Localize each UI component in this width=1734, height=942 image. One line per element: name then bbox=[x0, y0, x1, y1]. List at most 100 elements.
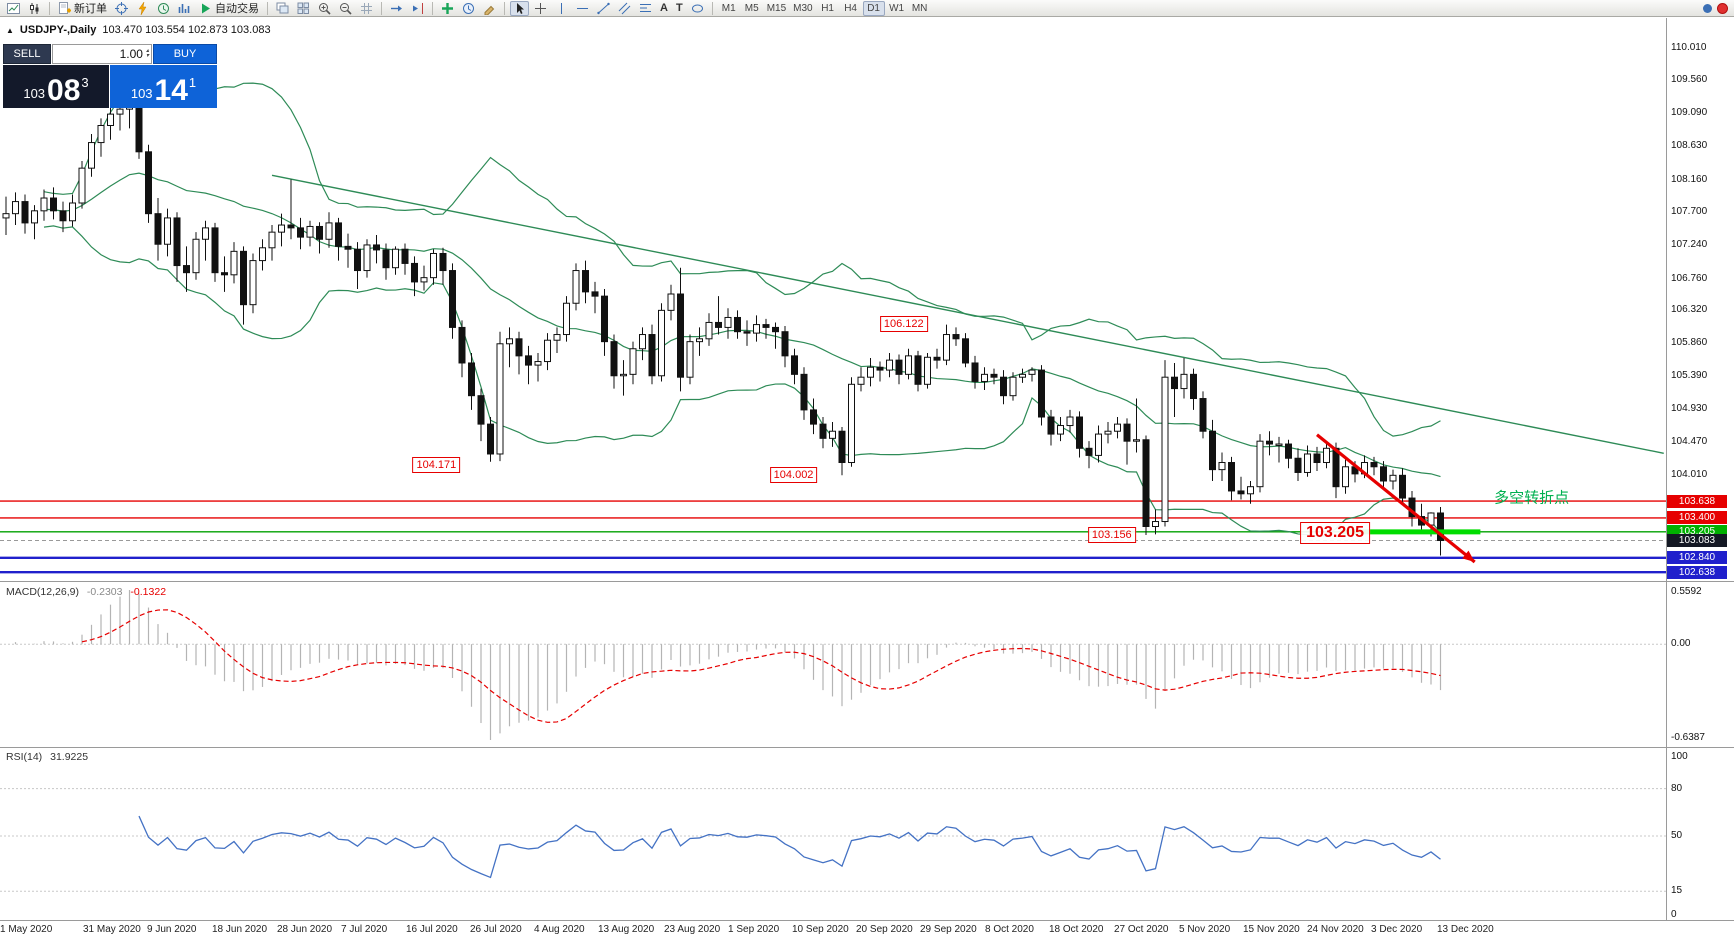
candle-body bbox=[1209, 430, 1216, 471]
zoom-out-button[interactable] bbox=[336, 1, 355, 16]
panel-separator[interactable] bbox=[0, 747, 1734, 748]
templates-button[interactable] bbox=[480, 1, 499, 16]
chart-shift-button[interactable] bbox=[408, 1, 427, 16]
candle-body bbox=[382, 249, 390, 269]
candle-body bbox=[1323, 447, 1330, 464]
new-order-button[interactable]: 新订单 bbox=[55, 1, 110, 16]
timeframe-w1[interactable]: W1 bbox=[886, 1, 908, 16]
autotrade-button[interactable]: 自动交易 bbox=[196, 1, 262, 16]
sell-price[interactable]: 103 08 3 bbox=[3, 65, 109, 108]
crosshair-window-button[interactable] bbox=[112, 1, 131, 16]
candle-body bbox=[40, 197, 48, 212]
candle-body bbox=[1285, 443, 1292, 459]
rsi-panel[interactable] bbox=[0, 748, 1666, 920]
indicators-button[interactable] bbox=[438, 1, 457, 16]
timeframe-d1[interactable]: D1 bbox=[862, 0, 885, 16]
expand-arrow-icon[interactable]: ▲ bbox=[6, 25, 14, 35]
price-callout[interactable]: 106.122 bbox=[879, 315, 928, 332]
candle-body bbox=[164, 217, 171, 245]
macd-axis-label: -0.6387 bbox=[1671, 732, 1705, 743]
price-callout[interactable]: 104.002 bbox=[769, 467, 818, 484]
macd-panel[interactable] bbox=[0, 583, 1666, 747]
crosshair-tool-button[interactable] bbox=[531, 1, 550, 16]
history-clock-icon bbox=[158, 2, 169, 14]
volume-input[interactable]: 1.00 ▴ ▾ bbox=[52, 44, 152, 64]
candle-body bbox=[639, 334, 646, 350]
candle-body bbox=[1218, 462, 1226, 471]
timeframe-h4[interactable]: H4 bbox=[840, 1, 862, 16]
shapes-tool-button[interactable] bbox=[688, 1, 707, 16]
panel-separator[interactable] bbox=[0, 581, 1734, 582]
candle-body bbox=[1019, 373, 1026, 378]
price-tag: 102.840 bbox=[1667, 551, 1727, 565]
price-tag: 102.638 bbox=[1667, 565, 1727, 579]
notification-icon[interactable] bbox=[1717, 2, 1728, 14]
date-label: 27 Oct 2020 bbox=[1114, 924, 1169, 935]
trend-arrow[interactable] bbox=[1315, 433, 1476, 564]
cascade-windows-button[interactable] bbox=[273, 1, 292, 16]
candle-body bbox=[1066, 416, 1074, 427]
auto-scroll-button[interactable] bbox=[387, 1, 406, 16]
candle-body bbox=[297, 227, 304, 238]
cursor-tool-button[interactable] bbox=[510, 0, 529, 16]
buy-price[interactable]: 103 14 1 bbox=[110, 65, 217, 108]
candle-body bbox=[325, 222, 333, 240]
candle-body bbox=[544, 339, 551, 363]
candle-body bbox=[240, 250, 247, 306]
chart-annotation[interactable]: 多空转折点 bbox=[1494, 489, 1570, 507]
price-chart[interactable] bbox=[0, 18, 1666, 581]
trendline-tool-button[interactable] bbox=[594, 1, 613, 16]
fibonacci-tool-button[interactable] bbox=[636, 1, 655, 16]
candle-body bbox=[1313, 453, 1321, 464]
zoom-in-icon bbox=[319, 2, 331, 15]
candle-body bbox=[1256, 440, 1264, 488]
candle-body bbox=[249, 260, 257, 306]
quick-trade-button[interactable] bbox=[133, 1, 152, 16]
horizontal-line-tool-button[interactable] bbox=[573, 1, 592, 16]
one-click-trading-panel: SELL 1.00 ▴ ▾ BUY 103 08 3 103 14 1 bbox=[3, 44, 217, 108]
timeframe-m5[interactable]: M5 bbox=[741, 1, 763, 16]
buy-price-prefix: 103 bbox=[130, 86, 153, 101]
zoom-in-button[interactable] bbox=[315, 1, 334, 16]
price-callout[interactable]: 103.156 bbox=[1087, 527, 1136, 544]
candle-body bbox=[363, 244, 371, 272]
history-button[interactable] bbox=[154, 1, 173, 16]
candle-body bbox=[886, 359, 893, 371]
date-label: 5 Nov 2020 bbox=[1179, 924, 1231, 935]
sell-button[interactable]: SELL bbox=[3, 44, 51, 64]
timeframe-m1[interactable]: M1 bbox=[718, 1, 740, 16]
line-chart-button[interactable] bbox=[4, 1, 23, 16]
price-tag: 103.638 bbox=[1667, 494, 1727, 508]
grid-button[interactable] bbox=[357, 1, 376, 16]
text-tool-button[interactable]: A bbox=[657, 1, 671, 16]
candle-body bbox=[468, 362, 475, 397]
timeframe-mn[interactable]: MN bbox=[909, 1, 931, 16]
buy-button[interactable]: BUY bbox=[153, 44, 217, 64]
timeframe-h1[interactable]: H1 bbox=[817, 1, 839, 16]
date-label: 7 Jul 2020 bbox=[341, 924, 388, 935]
crosshair-circle-icon bbox=[115, 1, 128, 15]
price-callout[interactable]: 104.171 bbox=[412, 456, 461, 473]
volume-up-icon[interactable]: ▴ bbox=[145, 48, 149, 54]
price-callout[interactable]: 103.205 bbox=[1300, 521, 1370, 544]
channel-tool-button[interactable] bbox=[615, 1, 634, 16]
candle-body bbox=[2, 213, 10, 219]
timeframe-m30[interactable]: M30 bbox=[790, 1, 815, 16]
market-depth-button[interactable] bbox=[175, 1, 194, 16]
candle-body bbox=[1009, 376, 1017, 397]
price-axis-label: 104.010 bbox=[1671, 468, 1708, 480]
trendline[interactable] bbox=[271, 174, 1664, 454]
rsi-name: RSI(14) bbox=[6, 751, 43, 763]
tile-windows-button[interactable] bbox=[294, 1, 313, 16]
price-axis-label: 104.930 bbox=[1671, 403, 1708, 415]
timeframe-m15[interactable]: M15 bbox=[764, 1, 789, 16]
vertical-line-tool-button[interactable] bbox=[552, 1, 571, 16]
volume-down-icon[interactable]: ▾ bbox=[145, 53, 149, 59]
candle-body bbox=[430, 252, 437, 279]
candle-body bbox=[1304, 453, 1311, 473]
periods-button[interactable] bbox=[459, 1, 478, 16]
volume-spinner[interactable]: ▴ ▾ bbox=[145, 48, 149, 59]
label-tool-button[interactable]: T bbox=[673, 1, 686, 16]
candle-chart-button[interactable] bbox=[25, 1, 44, 16]
candle-body bbox=[582, 270, 589, 293]
